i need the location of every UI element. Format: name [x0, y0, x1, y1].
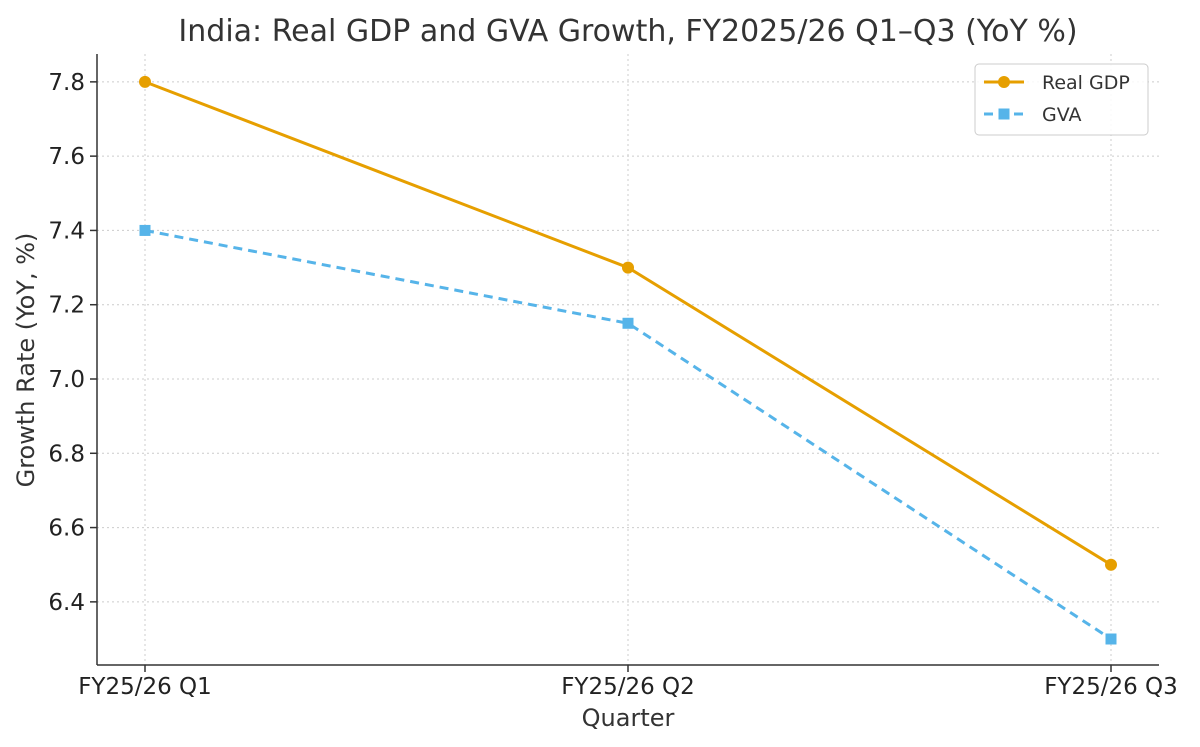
- y-tick-label: 6.8: [48, 441, 85, 467]
- legend-marker-real-gdp: [998, 76, 1010, 88]
- y-axis-label: Growth Rate (YoY, %): [12, 233, 40, 488]
- data-point-gva: [1105, 633, 1117, 645]
- data-point-real-gdp: [622, 261, 634, 274]
- series-real-gdp: [139, 75, 1117, 571]
- legend-item-real-gdp: Real GDP: [984, 72, 1130, 94]
- legend-marker-gva: [998, 108, 1010, 120]
- legend-label-real-gdp: Real GDP: [1042, 72, 1130, 94]
- data-point-gva: [139, 224, 151, 236]
- x-tick-label: FY25/26 Q3: [1044, 674, 1178, 700]
- series-gva: [139, 224, 1117, 645]
- y-tick-label: 7.6: [48, 144, 85, 170]
- y-tick-label: 7.8: [48, 70, 85, 96]
- data-point-real-gdp: [139, 75, 151, 88]
- ticks: 6.4 6.6 6.8 7.0 7.2 7.4 7.6 7.8 FY25/26 Q1 FY25/2…: [48, 70, 1177, 700]
- series: [139, 75, 1117, 645]
- legend-item-gva: GVA: [984, 104, 1082, 126]
- y-tick-label: 6.6: [48, 516, 85, 542]
- y-tick-label: 7.0: [48, 367, 85, 393]
- legend: Real GDP GVA: [974, 63, 1149, 136]
- chart-title: India: Real GDP and GVA Growth, FY2025/2…: [178, 14, 1077, 49]
- x-tick-label: FY25/26 Q2: [561, 674, 695, 700]
- data-point-real-gdp: [1105, 558, 1117, 571]
- y-tick-label: 7.4: [48, 218, 85, 244]
- legend-label-gva: GVA: [1042, 104, 1082, 126]
- y-tick-label: 7.2: [48, 293, 85, 319]
- x-axis-label: Quarter: [582, 704, 675, 732]
- y-tick-label: 6.4: [48, 590, 85, 616]
- series-line-gva: [144, 228, 1112, 641]
- data-point-gva: [622, 317, 634, 329]
- grid: [97, 54, 1159, 665]
- x-tick-label: FY25/26 Q1: [78, 674, 212, 700]
